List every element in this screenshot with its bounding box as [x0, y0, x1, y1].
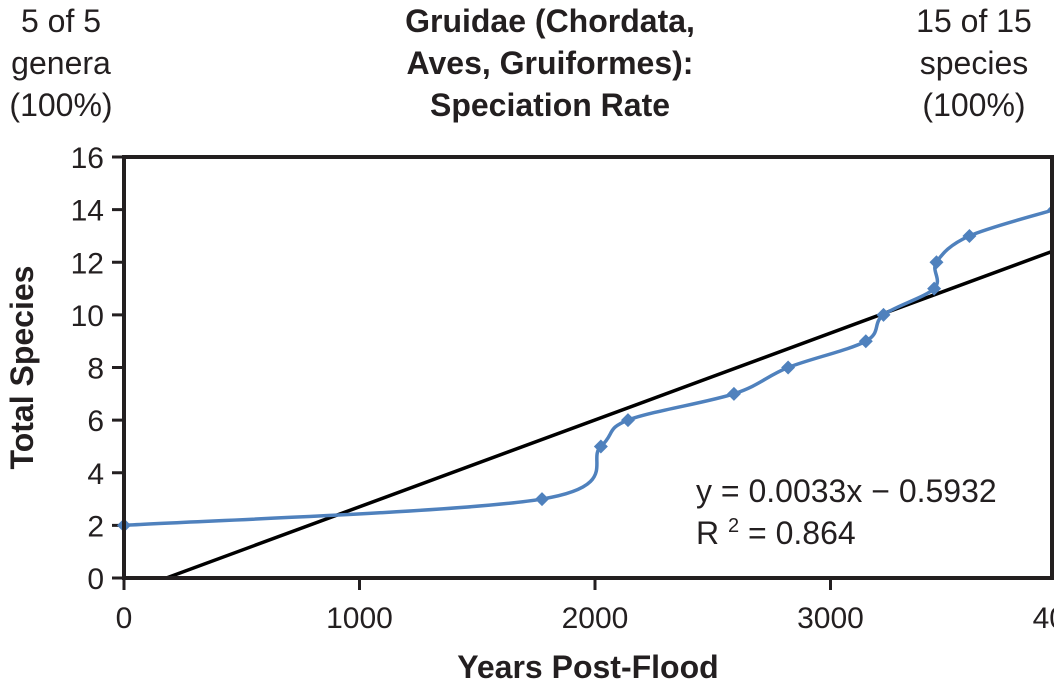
- axis-ticks: 0 2 4 6 8 10 12 14 16 0 1000 2000 3000 4000: [71, 142, 1054, 635]
- y-tick-label: 10: [71, 300, 104, 333]
- r2-suffix: = 0.864: [748, 515, 856, 551]
- y-tick-label: 4: [87, 458, 104, 491]
- data-point-marker: [620, 413, 635, 428]
- y-tick-label: 8: [87, 353, 104, 386]
- genera-count-line: 5 of 5: [20, 3, 102, 39]
- plot-frame: [122, 155, 1054, 580]
- r-squared-label: R 2 = 0.864: [696, 503, 856, 551]
- trendline-equation: y = 0.0033x − 0.5932: [696, 473, 997, 509]
- y-tick-label: 6: [87, 405, 104, 438]
- title-line-2: Aves, Gruiformes):: [406, 45, 694, 81]
- y-tick-label: 2: [87, 510, 104, 543]
- y-tick-label: 12: [71, 247, 104, 280]
- x-tick-label: 3000: [797, 602, 864, 635]
- y-tick-label: 14: [71, 195, 104, 228]
- species-count-label: 15 of 15 species (100%): [894, 0, 1054, 126]
- data-point-marker: [876, 307, 891, 322]
- x-tick-label: 1000: [326, 602, 393, 635]
- y-axis-title: Total Species: [4, 266, 40, 470]
- data-point-marker: [535, 492, 550, 507]
- x-tick-label: 0: [116, 602, 133, 635]
- title-line-3: Speciation Rate: [429, 87, 671, 123]
- data-point-marker: [927, 281, 942, 296]
- x-axis-title: Years Post-Flood: [457, 649, 718, 684]
- data-point-marker: [781, 360, 796, 375]
- data-point-marker: [929, 255, 944, 270]
- y-tick-label: 16: [71, 142, 104, 175]
- species-count-line: 15 of 15: [916, 3, 1032, 39]
- chart-title: Gruidae (Chordata, Aves, Gruiformes): Sp…: [340, 0, 760, 126]
- r2-superscript: 2: [728, 515, 739, 537]
- plot-area: [117, 202, 1054, 580]
- data-point-marker: [962, 228, 977, 243]
- r2-prefix: R: [696, 515, 719, 551]
- data-point-marker: [726, 386, 741, 401]
- species-word-line: species: [919, 45, 1029, 81]
- linear-trendline: [165, 248, 1054, 580]
- data-point-marker: [858, 334, 873, 349]
- x-tick-label: 2000: [562, 602, 629, 635]
- genera-word-line: genera: [11, 45, 111, 81]
- species-percent-line: (100%): [922, 87, 1026, 123]
- genera-percent-line: (100%): [9, 87, 113, 123]
- x-tick-label: 4000: [1033, 602, 1054, 635]
- y-tick-label: 0: [87, 563, 104, 596]
- genera-count-label: 5 of 5 genera (100%): [0, 0, 122, 126]
- data-point-marker: [593, 439, 608, 454]
- title-line-1: Gruidae (Chordata,: [405, 3, 695, 39]
